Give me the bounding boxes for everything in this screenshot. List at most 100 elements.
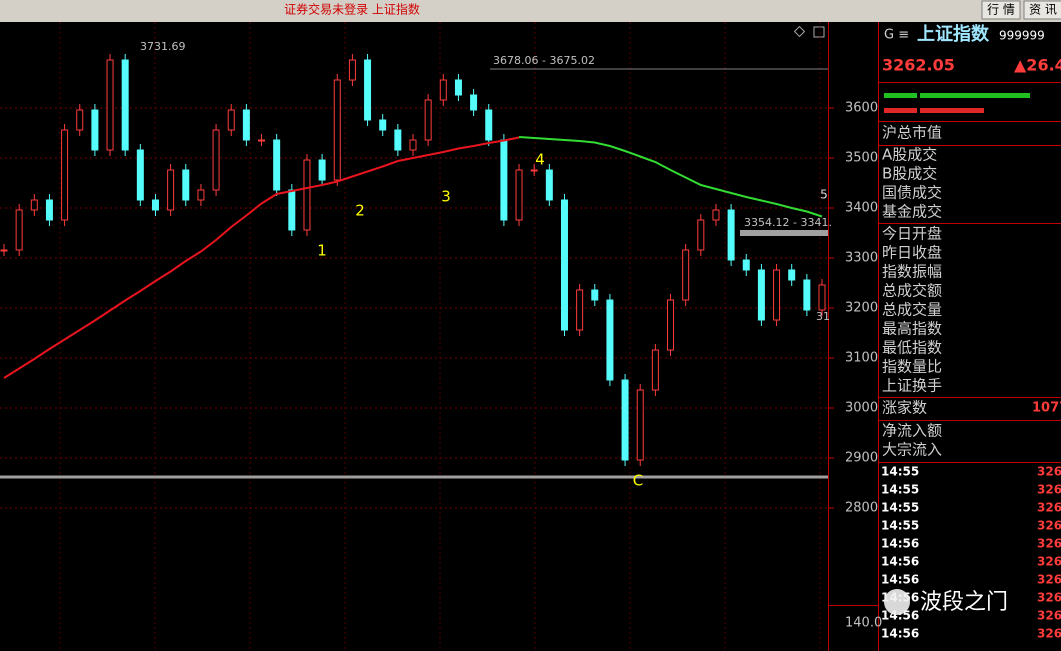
candle <box>121 59 129 151</box>
tick-time: 14:56 <box>881 627 919 641</box>
y-tick-label: 3600 <box>845 101 878 116</box>
y-tick-label: 2800 <box>845 501 878 516</box>
tick-time: 14:55 <box>881 465 919 479</box>
price-note: 31 <box>816 310 830 323</box>
candle <box>318 159 326 181</box>
candle <box>757 269 765 321</box>
wave-label: 3 <box>441 188 451 206</box>
y-tick-label: 3200 <box>845 301 878 316</box>
candle <box>530 169 538 172</box>
candle <box>788 269 796 281</box>
wave-label: 1 <box>317 242 327 260</box>
candle <box>439 79 447 101</box>
price-note: 3731.69 <box>140 40 186 53</box>
candle <box>560 199 568 331</box>
y-tick-label: 3500 <box>845 151 878 166</box>
candle <box>348 59 356 81</box>
tick-time: 14:55 <box>881 483 919 497</box>
field-label: A股成交 <box>882 146 937 164</box>
candle <box>227 109 235 131</box>
candle <box>576 289 584 331</box>
rise-count: 1077 <box>1032 401 1061 416</box>
tick-price: 326 <box>1037 555 1061 569</box>
candle <box>333 79 341 181</box>
candle <box>212 129 220 191</box>
candle <box>258 139 266 142</box>
tick-price: 326 <box>1037 537 1061 551</box>
candle <box>667 299 675 351</box>
candle <box>288 189 296 231</box>
candle <box>45 199 53 221</box>
field-label: 总成交量 <box>882 301 942 319</box>
wave-label: 2 <box>355 202 365 220</box>
tick-price: 326 <box>1037 501 1061 515</box>
candle <box>621 379 629 461</box>
field-label: 涨家数 <box>882 399 927 417</box>
candle <box>76 109 84 131</box>
tick-price: 326 <box>1037 519 1061 533</box>
candle <box>30 199 38 211</box>
field-label: 最低指数 <box>882 339 942 357</box>
top-bar <box>0 0 1061 22</box>
y-tick-label: 3000 <box>845 401 878 416</box>
field-label: 基金成交 <box>882 203 942 221</box>
candle <box>242 109 250 141</box>
field-label: 指数振幅 <box>882 263 942 281</box>
button-label[interactable]: 行 情 <box>987 3 1015 17</box>
lower-tick: 140.0 <box>845 616 882 631</box>
bar <box>920 108 984 113</box>
change: ▲26.4 <box>1014 56 1061 75</box>
price-note: 3354.12 - 3341. <box>744 216 832 229</box>
button[interactable] <box>981 0 1021 20</box>
candle <box>636 389 644 461</box>
watermark-icon <box>884 589 910 615</box>
tick-time: 14:56 <box>881 555 919 569</box>
field-label: 总成交额 <box>882 282 942 300</box>
button[interactable] <box>1023 0 1061 20</box>
candle <box>167 169 175 211</box>
bar <box>920 93 1030 98</box>
icon[interactable] <box>813 26 825 38</box>
candle <box>500 139 508 221</box>
sidebar: G ≡ 上证指数 999999 3262.05 ▲26.4 <box>878 23 1061 122</box>
field-label: 指数量比 <box>882 358 942 376</box>
y-tick-label: 3400 <box>845 201 878 216</box>
wave-label: 5 <box>820 188 828 202</box>
candle <box>591 289 599 301</box>
price: 3262.05 <box>882 56 955 75</box>
candle <box>15 209 23 251</box>
candle <box>727 209 735 261</box>
candle <box>136 149 144 201</box>
tick-price: 326 <box>1037 627 1061 641</box>
candle <box>379 119 387 131</box>
bar <box>884 108 917 113</box>
top-title: 证券交易未登录 上证指数 <box>284 2 420 17</box>
wave-label: 4 <box>535 151 545 169</box>
y-tick-label: 3300 <box>845 251 878 266</box>
field-label: 沪总市值 <box>882 124 942 142</box>
field-label: 上证换手 <box>882 377 942 395</box>
candle <box>651 349 659 391</box>
candle <box>182 169 190 201</box>
y-tick-label: 3100 <box>845 351 878 366</box>
tick-price: 326 <box>1037 609 1061 623</box>
candle <box>0 249 8 252</box>
candle <box>742 259 750 271</box>
candle <box>454 79 462 96</box>
tick-price: 326 <box>1037 465 1061 479</box>
field-label: B股成交 <box>882 165 937 183</box>
field-label: 大宗流入 <box>882 441 942 459</box>
button-label[interactable]: 资 讯 <box>1029 3 1057 17</box>
moving-average <box>518 136 823 218</box>
price-note: 3678.06 - 3675.02 <box>493 54 595 67</box>
candle <box>424 99 432 141</box>
icon[interactable] <box>793 25 806 38</box>
tick-price: 326 <box>1037 591 1061 605</box>
field-label: 最高指数 <box>882 320 942 338</box>
candle <box>515 169 523 221</box>
candle <box>485 109 493 141</box>
field-label: 国债成交 <box>882 184 942 202</box>
tick-time: 14:55 <box>881 519 919 533</box>
y-tick-label: 2900 <box>845 451 878 466</box>
